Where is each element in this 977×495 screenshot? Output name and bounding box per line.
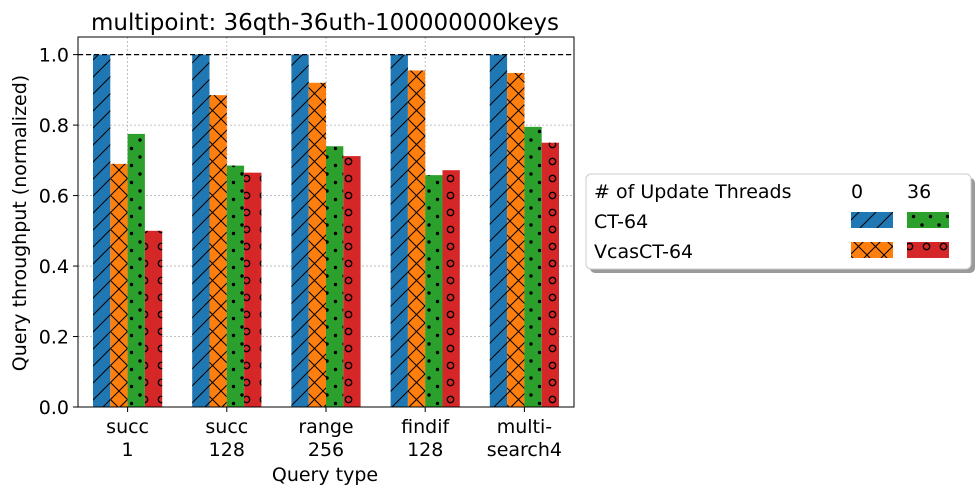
chart-title: multipoint: 36qth-36uth-100000000keys — [91, 10, 559, 36]
bars — [93, 54, 559, 408]
legend-hatch-ct64-0 — [851, 212, 893, 228]
bar-hatch-ct64_36-3 — [425, 175, 443, 407]
x-axis-label: Query type — [272, 464, 378, 486]
x-tick-label: 128 — [209, 439, 245, 461]
y-tick-label: 0.2 — [39, 327, 69, 349]
y-axis-ticks: 0.0 0.2 0.4 0.6 0.8 1.0 — [39, 45, 78, 419]
bar-hatch-vcas_0-2 — [308, 82, 326, 408]
x-tick-label: range — [298, 416, 353, 438]
bar-hatch-vcas_36-0 — [144, 230, 163, 407]
bar-hatch-ct64_36-0 — [127, 133, 145, 407]
bar-hatch-ct64_0-4 — [489, 54, 508, 407]
x-tick-label: 1 — [122, 439, 134, 461]
bar-hatch-vcas_0-1 — [209, 95, 227, 408]
legend-label-ct64: CT-64 — [594, 211, 648, 233]
bar-hatch-ct64_0-1 — [192, 54, 210, 407]
legend-hatch-vcasct64-36 — [907, 242, 949, 258]
y-axis-label: Query throughput (normalized) — [9, 75, 31, 371]
y-tick-label: 0.6 — [39, 186, 69, 208]
bar-hatch-ct64_0-3 — [390, 54, 408, 407]
x-tick-label: 128 — [407, 439, 443, 461]
legend: # of Update Threads 0 36 CT-64 VcasCT-64 — [585, 173, 975, 273]
bar-hatch-ct64_36-4 — [524, 126, 542, 407]
bar-hatch-vcas_0-4 — [507, 72, 525, 407]
bar-hatch-vcas_36-3 — [442, 170, 460, 407]
bar-hatch-vcas_0-3 — [407, 70, 426, 407]
bar-hatch-vcas_36-4 — [541, 142, 559, 407]
x-tick-label: 256 — [308, 439, 344, 461]
bar-hatch-ct64_36-1 — [226, 165, 245, 407]
x-tick-label: multi- — [497, 416, 552, 438]
y-tick-label: 0.4 — [39, 256, 69, 278]
legend-hatch-vcasct64-0 — [851, 242, 893, 258]
bar-hatch-ct64_36-2 — [326, 146, 344, 407]
legend-label-vcasct64: VcasCT-64 — [594, 241, 693, 263]
x-tick-label: findif — [401, 416, 450, 438]
legend-col-0: 0 — [851, 181, 863, 203]
y-tick-label: 1.0 — [39, 45, 69, 67]
legend-hatch-ct64-36 — [907, 212, 949, 228]
bar-hatch-vcas_36-1 — [244, 172, 262, 407]
bar-hatch-vcas_0-0 — [110, 163, 128, 407]
legend-header: # of Update Threads — [594, 181, 792, 203]
x-tick-label: succ — [106, 416, 149, 438]
x-axis-ticks: succ1succ128range256findif128multi-searc… — [106, 407, 562, 461]
bar-hatch-ct64_0-0 — [93, 54, 111, 407]
x-tick-label: search4 — [487, 439, 562, 461]
x-tick-label: succ — [205, 416, 248, 438]
y-tick-label: 0.0 — [39, 397, 69, 419]
legend-col-36: 36 — [907, 181, 931, 203]
y-tick-label: 0.8 — [39, 115, 69, 137]
bar-hatch-ct64_0-2 — [291, 54, 309, 407]
bar-hatch-vcas_36-2 — [343, 156, 361, 407]
